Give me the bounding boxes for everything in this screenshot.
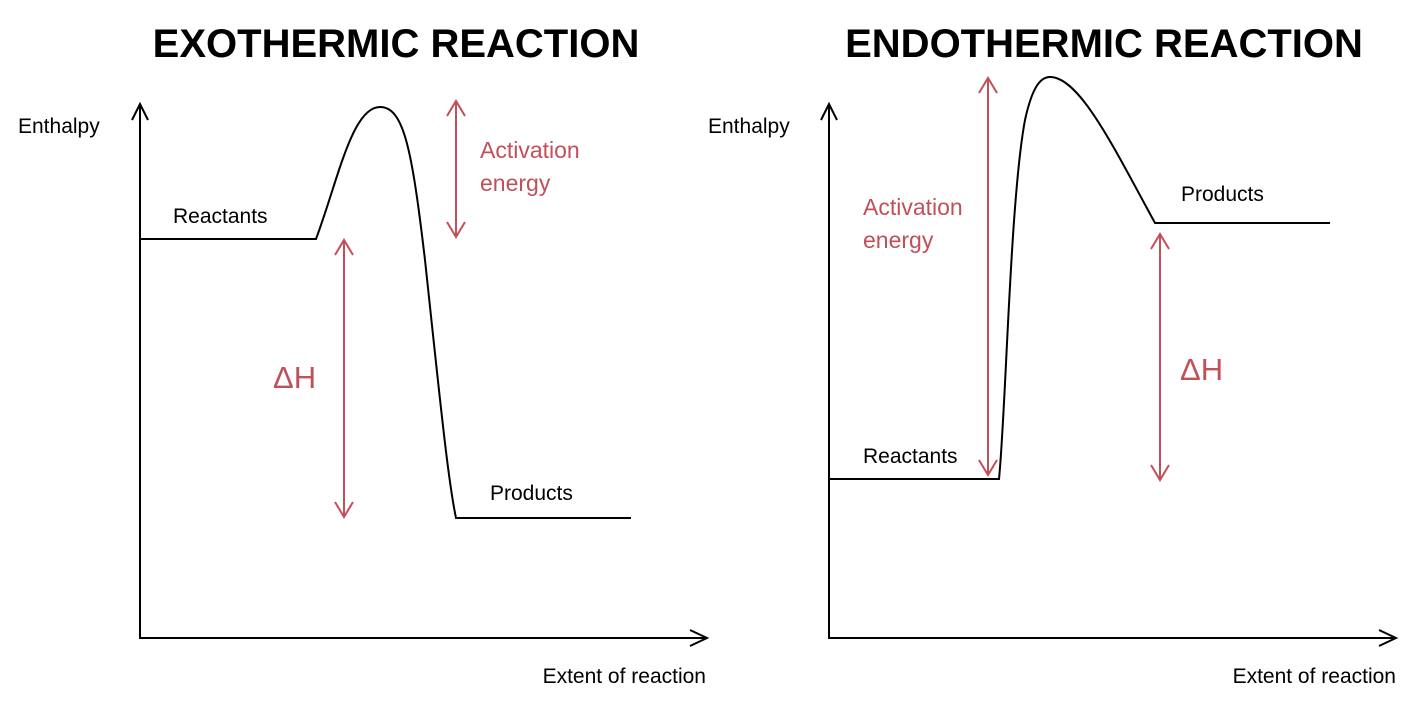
- exothermic-energy-curve: [140, 105, 631, 519]
- endothermic-products-label: Products: [1181, 183, 1264, 206]
- exothermic-products-label: Products: [490, 482, 573, 505]
- endothermic-activation-energy-arrow: [978, 76, 998, 477]
- exothermic-y-arrowhead: [131, 101, 149, 121]
- endothermic-energy-curve: [829, 75, 1330, 480]
- exothermic-activation-energy-arrow: [446, 99, 466, 239]
- endothermic-x-axis-label: Extent of reaction: [1233, 665, 1396, 688]
- endothermic-y-arrowhead: [820, 101, 838, 121]
- exothermic-x-axis-label: Extent of reaction: [543, 665, 706, 688]
- exothermic-title: EXOTHERMIC REACTION: [153, 22, 640, 66]
- endothermic-delta-h-arrow: [1150, 232, 1170, 482]
- exothermic-delta-h-arrow: [334, 238, 354, 519]
- endothermic-activation-label-line2: energy: [863, 227, 934, 253]
- exothermic-activation-label-line2: energy: [480, 170, 551, 196]
- exothermic-activation-label-line1: Activation: [480, 137, 580, 163]
- exothermic-x-arrowhead: [689, 629, 710, 647]
- endothermic-y-axis-label: Enthalpy: [708, 115, 790, 138]
- exothermic-reactants-label: Reactants: [173, 205, 268, 228]
- endothermic-axes: [828, 106, 1395, 639]
- endothermic-x-arrowhead: [1378, 629, 1399, 647]
- exothermic-panel: EXOTHERMIC REACTION Enthalpy Extent of r…: [18, 22, 710, 688]
- exothermic-axes: [139, 106, 706, 639]
- endothermic-title: ENDOTHERMIC REACTION: [845, 22, 1363, 66]
- exothermic-y-axis-label: Enthalpy: [18, 115, 100, 138]
- exothermic-delta-h-label: ΔH: [273, 360, 316, 395]
- endothermic-delta-h-label: ΔH: [1180, 352, 1223, 387]
- endothermic-activation-label-line1: Activation: [863, 194, 963, 220]
- endothermic-panel: ENDOTHERMIC REACTION Enthalpy Extent of …: [708, 22, 1399, 688]
- endothermic-reactants-label: Reactants: [863, 445, 958, 468]
